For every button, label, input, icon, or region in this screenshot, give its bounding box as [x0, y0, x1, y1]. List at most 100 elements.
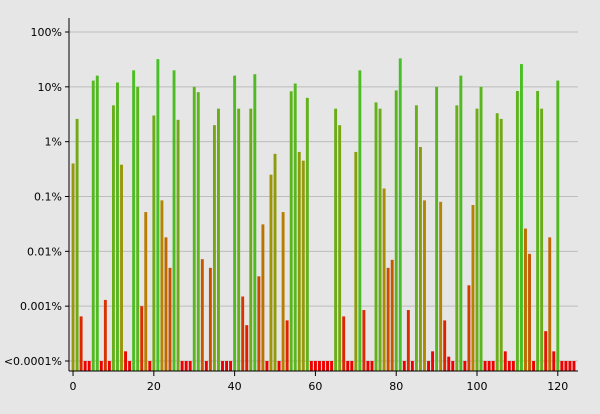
- bar-121: [560, 361, 564, 371]
- bar-115: [536, 90, 540, 372]
- y-tick-label-2: 0.01%: [27, 245, 62, 258]
- axes: [65, 18, 578, 376]
- bar-26: [176, 119, 180, 371]
- bar-20: [152, 115, 156, 371]
- bar-28: [184, 361, 188, 371]
- bar-84: [410, 361, 414, 371]
- bar-24: [168, 267, 172, 371]
- bar-113: [528, 253, 531, 371]
- bar-85: [414, 105, 418, 371]
- bar-111: [519, 64, 523, 371]
- bar-37: [221, 361, 224, 371]
- bar-82: [402, 361, 406, 371]
- bar-8: [103, 299, 107, 371]
- bar-36: [217, 108, 220, 372]
- x-tick-label-6: 120: [547, 380, 568, 393]
- bar-34: [208, 267, 212, 371]
- bar-39: [229, 361, 233, 371]
- bar-73: [366, 361, 370, 371]
- bar-98: [467, 285, 471, 371]
- bar-3: [83, 361, 87, 371]
- bar-17: [140, 306, 144, 371]
- bar-15: [132, 70, 136, 371]
- bar-7: [99, 361, 103, 371]
- bar-50: [273, 153, 277, 371]
- bar-45: [253, 74, 257, 371]
- tick-labels: <0.0001% 0.001% 0.01% 0.1% 1% 10% 100% 0 20 40 60 8…: [4, 26, 568, 393]
- x-tick-label-5: 100: [467, 380, 488, 393]
- bar-49: [269, 174, 273, 371]
- bar-122: [564, 361, 568, 371]
- bar-88: [427, 361, 430, 371]
- y-tick-label-0: <0.0001%: [4, 355, 62, 368]
- bar-56: [297, 151, 301, 371]
- bar-78: [386, 267, 390, 371]
- bar-66: [338, 125, 342, 371]
- bar-80: [394, 90, 398, 372]
- bar-41: [237, 108, 241, 372]
- bar-42: [241, 296, 245, 371]
- bar-95: [455, 105, 459, 371]
- bar-63: [326, 361, 329, 371]
- bar-48: [265, 361, 269, 371]
- bar-86: [419, 146, 422, 371]
- bar-99: [471, 204, 475, 371]
- x-tick-label-2: 40: [228, 380, 242, 393]
- bar-10: [111, 105, 115, 371]
- bar-13: [124, 351, 128, 371]
- x-tick-label-3: 60: [308, 380, 322, 393]
- bar-67: [342, 316, 346, 371]
- bar-19: [148, 361, 152, 371]
- bar-62: [322, 361, 325, 371]
- bar-0: [71, 163, 75, 371]
- bar-70: [354, 151, 358, 371]
- bar-65: [334, 108, 338, 372]
- bar-44: [249, 108, 253, 372]
- bar-96: [459, 75, 463, 371]
- bar-9: [107, 361, 111, 371]
- bar-22: [160, 200, 164, 371]
- bar-123: [568, 361, 572, 371]
- bar-114: [532, 361, 536, 371]
- bar-38: [225, 361, 228, 371]
- bar-69: [350, 361, 354, 371]
- bar-108: [507, 361, 511, 371]
- bar-77: [382, 188, 386, 371]
- bar-89: [431, 351, 435, 371]
- bar-79: [390, 259, 394, 371]
- bar-93: [447, 356, 451, 371]
- x-tick-label-4: 80: [389, 380, 403, 393]
- bar-112: [524, 228, 527, 371]
- y-tick-label-1: 0.001%: [20, 300, 62, 313]
- bar-33: [204, 361, 208, 371]
- bar-76: [378, 108, 382, 372]
- bar-106: [499, 118, 503, 371]
- bar-29: [188, 361, 192, 371]
- bar-57: [301, 160, 305, 371]
- bar-31: [196, 92, 200, 372]
- bar-119: [552, 351, 556, 371]
- bar-6: [95, 75, 99, 371]
- bar-92: [443, 320, 447, 371]
- bar-120: [556, 80, 560, 371]
- bar-2: [79, 316, 83, 371]
- bar-11: [116, 82, 119, 372]
- y-tick-label-6: 100%: [31, 26, 62, 39]
- bar-116: [540, 108, 544, 372]
- y-tick-label-5: 10%: [38, 81, 62, 94]
- bar-100: [475, 108, 479, 372]
- bar-55: [293, 83, 297, 371]
- bar-16: [136, 86, 140, 371]
- bar-109: [511, 361, 515, 371]
- bar-18: [144, 212, 148, 371]
- bar-4: [87, 361, 91, 371]
- bars: [71, 58, 576, 372]
- bar-35: [212, 125, 216, 371]
- bar-71: [358, 70, 362, 371]
- bar-5: [91, 80, 95, 371]
- bar-60: [313, 361, 317, 371]
- bar-103: [487, 361, 491, 371]
- bar-117: [544, 331, 548, 371]
- bar-58: [305, 97, 309, 371]
